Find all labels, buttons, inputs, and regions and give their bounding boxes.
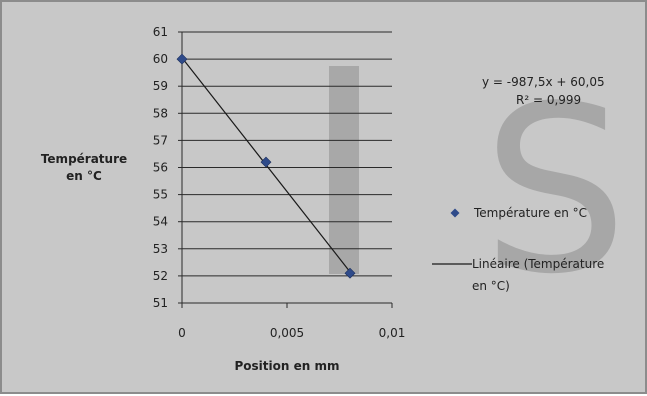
y-tick-label-56: 56 [153, 161, 168, 175]
y-tick-labels: 51 52 53 54 55 56 57 58 59 60 61 [153, 25, 168, 310]
y-tick-label-59: 59 [153, 79, 168, 93]
trendline-r2: R² = 0,999 [516, 93, 581, 107]
legend-trendline-label-line-2: en °C) [472, 279, 510, 293]
x-tick-label-1: 0,005 [270, 326, 304, 340]
x-tick-labels: 0 0,005 0,01 [178, 326, 405, 340]
y-tick-label-55: 55 [153, 188, 168, 202]
x-tick-label-0: 0 [178, 326, 186, 340]
data-points [176, 53, 356, 279]
y-tick-label-51: 51 [153, 296, 168, 310]
y-tick-label-58: 58 [153, 106, 168, 120]
x-tick-label-2: 0,01 [379, 326, 406, 340]
legend-marker-diamond [450, 208, 460, 218]
y-tick-label-53: 53 [153, 242, 168, 256]
axes [178, 31, 393, 308]
x-axis-title: Position en mm [235, 359, 340, 373]
legend-series-label: Température en °C [473, 206, 587, 220]
legend: Température en °C Linéaire (Température … [432, 206, 604, 293]
data-point-0 [176, 53, 188, 65]
watermark-s: S [482, 58, 628, 325]
y-tick-label-60: 60 [153, 52, 168, 66]
data-point-1 [260, 156, 272, 168]
watermark-j-stem [329, 66, 359, 274]
y-tick-label-54: 54 [153, 215, 168, 229]
watermark-logo: S [329, 58, 628, 325]
trendline-equation: y = -987,5x + 60,05 [482, 75, 605, 89]
gridlines [182, 31, 392, 304]
y-tick-label-61: 61 [153, 25, 168, 39]
y-tick-label-52: 52 [153, 269, 168, 283]
legend-trendline-label-line-1: Linéaire (Température [472, 257, 604, 271]
y-tick-label-57: 57 [153, 133, 168, 147]
data-point-2 [344, 267, 356, 279]
y-axis-title-line-1: Température [41, 152, 127, 166]
y-axis-title-line-2: en °C [66, 169, 102, 183]
